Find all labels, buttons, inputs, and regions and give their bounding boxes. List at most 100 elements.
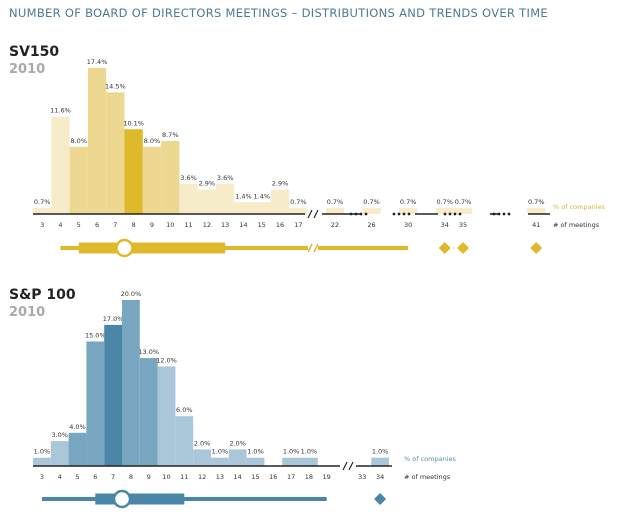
sp100-axis-break-slash-a-0: [342, 461, 348, 471]
sv150-panel-year: 2010: [9, 62, 46, 77]
sp100-value-label-14: 2.0%: [229, 439, 246, 447]
sv150-value-axis-caption: % of companies: [553, 203, 605, 211]
sp100-bar-5: [68, 432, 87, 466]
sp100-value-label-3: 1.0%: [34, 448, 51, 456]
sp100-tick-label-34: 34: [376, 473, 384, 481]
sp100-bar-10: [157, 366, 176, 466]
sv150-axis-break-dot-0-1: [354, 212, 358, 216]
sv150-tick-label-17: 17: [294, 221, 302, 229]
sv150-boxplot-median: [115, 238, 134, 258]
sp100-bar-18: [300, 457, 318, 466]
sp100-tick-label-17: 17: [287, 473, 295, 481]
sp100-bar-8: [122, 300, 140, 466]
sv150-panel-title: SV150: [9, 44, 60, 60]
sv150-tick-label-15: 15: [258, 221, 266, 229]
chart-title: NUMBER OF BOARD OF DIRECTORS MEETINGS – …: [9, 6, 548, 20]
sv150-axis-break-dot-2-1: [448, 212, 452, 216]
sv150-bar-9: [142, 146, 162, 214]
sv150-bar-34: [435, 208, 454, 214]
sv150-value-label-34: 0.7%: [436, 198, 453, 206]
sv150-axis-break-dot-2-0: [443, 212, 447, 216]
sp100-panel-title: S&P 100: [9, 287, 76, 303]
sv150-axis-break-slash-b-0: [313, 209, 319, 219]
sp100-tick-label-4: 4: [58, 473, 62, 481]
sv150-bar-11: [179, 183, 198, 214]
sv150-axis-break-dot-1-1: [397, 212, 401, 216]
sv150-value-label-15: 1.4%: [253, 192, 270, 200]
sv150-tick-label-35: 35: [459, 221, 467, 229]
sp100-value-label-9: 13.0%: [138, 348, 159, 356]
sv150-category-axis-caption: # of meetings: [553, 221, 600, 229]
sv150-value-label-13: 3.6%: [217, 174, 234, 182]
sp100-tick-label-12: 12: [198, 473, 206, 481]
sp100-tick-label-5: 5: [75, 473, 79, 481]
sv150-value-label-4: 11.6%: [50, 107, 71, 115]
sv150-axis-break-dot-2-2: [453, 212, 457, 216]
sp100-value-label-34: 1.0%: [372, 448, 389, 456]
sv150-tick-label-4: 4: [58, 221, 62, 229]
sp100-tick-label-33: 33: [358, 473, 366, 481]
sp100-tick-label-3: 3: [40, 473, 44, 481]
sp100-bar-17: [282, 457, 300, 466]
sp100-value-label-11: 6.0%: [176, 406, 193, 414]
sv150-bar-13: [216, 183, 235, 214]
sv150-axis-break-dot-3-3: [507, 212, 511, 216]
sv150-tick-label-13: 13: [221, 221, 229, 229]
sv150-tick-label-10: 10: [166, 221, 174, 229]
sp100-tick-label-10: 10: [162, 473, 170, 481]
sp100-category-axis-caption: # of meetings: [404, 473, 451, 481]
sv150-value-label-11: 3.6%: [180, 174, 197, 182]
sv150-value-label-30: 0.7%: [400, 198, 417, 206]
sv150-bar-4: [51, 116, 70, 214]
sv150-axis-break-dot-2-3: [458, 212, 462, 216]
sp100-bar-15: [246, 457, 265, 466]
sv150-axis-break-dot-3-2: [502, 212, 506, 216]
sp100-tick-label-6: 6: [93, 473, 97, 481]
sp100-bar-7: [104, 324, 122, 466]
sv150-tick-label-22: 22: [331, 221, 339, 229]
sv150-tick-label-12: 12: [203, 221, 211, 229]
sv150-tick-label-14: 14: [239, 221, 247, 229]
sp100-tick-label-15: 15: [251, 473, 259, 481]
sv150-bar-30: [399, 208, 418, 214]
sv150-boxplot-outlier-35: [457, 242, 470, 254]
sv150-bar-12: [197, 189, 216, 214]
sv150-bar-16: [270, 189, 290, 214]
sv150-boxplot-whisker: [60, 246, 409, 250]
sv150-bar-5: [69, 146, 88, 214]
sp100-value-label-17: 1.0%: [283, 448, 300, 456]
sv150-tick-label-11: 11: [184, 221, 192, 229]
sv150-tick-label-41: 41: [532, 221, 540, 229]
sv150-value-label-14: 1.4%: [235, 192, 252, 200]
sv150-axis-break-gap-0: [308, 210, 318, 218]
sp100-tick-label-19: 19: [323, 473, 331, 481]
sp100-value-label-12: 2.0%: [194, 439, 211, 447]
sp100-value-label-10: 12.0%: [156, 356, 177, 364]
sv150-axis-break-dot-1-2: [402, 212, 406, 216]
sv150-tick-label-30: 30: [404, 221, 412, 229]
sv150-boxplot-break-b: [313, 243, 319, 253]
sp100-bar-6: [86, 341, 105, 466]
sp100-value-label-7: 17.0%: [103, 315, 124, 323]
sp100-tick-label-7: 7: [111, 473, 115, 481]
sv150-value-label-16: 2.9%: [272, 180, 289, 188]
sp100-value-label-15: 1.0%: [247, 448, 264, 456]
sv150-bar-35: [453, 208, 473, 214]
sp100-bar-11: [175, 416, 194, 466]
sp100-value-label-4: 3.0%: [51, 431, 68, 439]
sp100-bar-4: [50, 441, 69, 466]
sp100-axis-break-slash-b-0: [348, 461, 354, 471]
sp100-boxplot-outlier-34: [374, 493, 387, 505]
sp100-tick-label-9: 9: [147, 473, 151, 481]
sv150-bar-17: [289, 208, 308, 214]
sp100-bar-14: [228, 449, 247, 466]
sp100-tick-label-8: 8: [129, 473, 133, 481]
sv150-bar-7: [106, 92, 125, 214]
sv150-value-label-9: 8.0%: [144, 137, 161, 145]
sp100-bar-3: [33, 457, 51, 466]
sp100-value-axis-caption: % of companies: [404, 455, 456, 463]
sp100-chart: 1.0% 3 3.0% 4 4.0% 5 15.0% 6 17.0% 7 20.0% 8 13.0% 9 1…: [33, 290, 456, 509]
sp100-tick-label-16: 16: [269, 473, 277, 481]
sv150-value-label-7: 14.5%: [105, 82, 126, 90]
sv150-boxplot-break-a: [307, 243, 313, 253]
